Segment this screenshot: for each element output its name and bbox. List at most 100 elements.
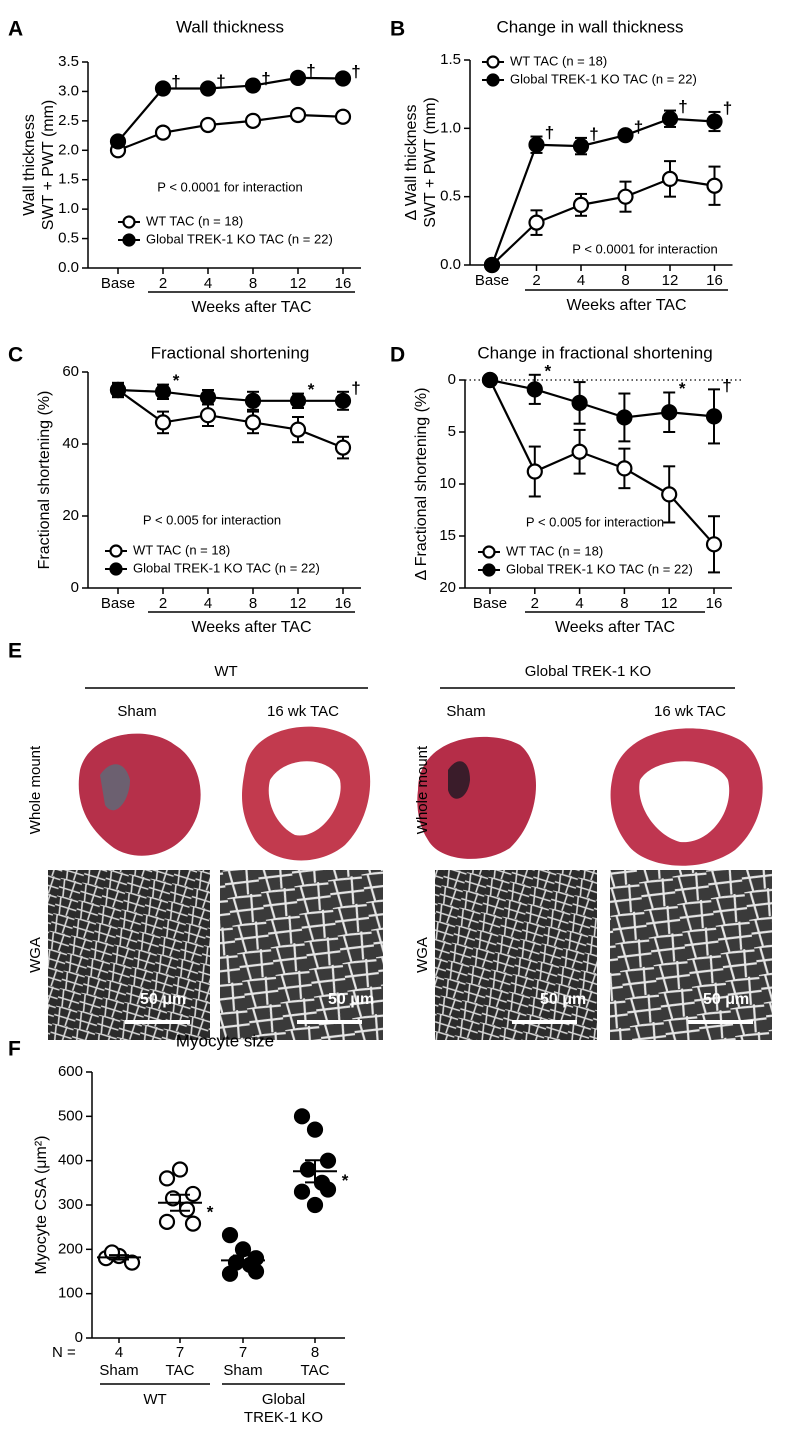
marker (481, 371, 499, 389)
x-tick-label: 8 (620, 595, 628, 612)
y-axis-label: Δ Wall thickness (403, 105, 420, 221)
marker (334, 108, 352, 125)
y-tick-label: 0 (448, 371, 456, 388)
significance: * (207, 1202, 214, 1221)
marker (289, 106, 307, 124)
row-label: WGA (27, 937, 44, 973)
significance: † (261, 69, 270, 88)
panel-e: E WT Global TREK-1 KO Sham 16 wk TAC Sha… (8, 640, 772, 1040)
x-tick-label: 4 (577, 272, 585, 289)
x-tick-label: TAC (301, 1362, 330, 1379)
series-line (489, 379, 715, 546)
marker (199, 116, 217, 134)
marker (247, 1263, 265, 1280)
marker (616, 460, 633, 477)
significance: * (679, 379, 686, 398)
marker (483, 256, 501, 274)
marker (528, 214, 545, 231)
marker (154, 383, 172, 400)
marker (306, 1121, 324, 1138)
marker (571, 443, 588, 460)
y-tick-label: 60 (62, 363, 79, 380)
x-tick-label: 4 (204, 275, 212, 292)
marker (244, 112, 262, 129)
marker (572, 196, 590, 213)
group-label: Global (262, 1391, 305, 1408)
marker (486, 55, 500, 69)
heart-cavity (100, 764, 130, 811)
marker (293, 1183, 311, 1200)
heart-image (78, 733, 201, 856)
marker (482, 545, 496, 559)
y-tick-label: 1.0 (58, 200, 79, 217)
annotation: P < 0.0001 for interaction (572, 241, 717, 256)
y-axis-label: Wall thickness (21, 114, 38, 216)
significance: * (173, 371, 180, 390)
y-axis-label: Myocyte CSA (μm²) (33, 1135, 50, 1274)
marker (319, 1181, 337, 1198)
significance: † (351, 62, 360, 81)
marker (184, 1215, 202, 1232)
significance: † (216, 71, 225, 90)
marker (171, 1161, 189, 1178)
x-tick-label: 12 (290, 275, 307, 292)
y-tick-label: 2.5 (58, 112, 79, 129)
marker (526, 463, 543, 480)
marker (706, 177, 723, 194)
group-title: WT (214, 663, 237, 680)
series-line (117, 113, 344, 152)
marker (705, 536, 723, 553)
marker (661, 486, 678, 503)
heart-cavity (268, 761, 341, 836)
legend-label: WT TAC (n = 18) (506, 543, 603, 558)
group-label: TREK-1 KO (244, 1409, 323, 1426)
row-label: WGA (414, 937, 431, 973)
significance: † (351, 378, 360, 397)
significance: † (678, 97, 687, 116)
group-label: WT (143, 1391, 166, 1408)
row-label: Whole mount (27, 745, 44, 834)
y-tick-label: 20 (439, 579, 456, 596)
x-tick-label: 2 (531, 595, 539, 612)
legend-label: Global TREK-1 KO TAC (n = 22) (133, 560, 320, 575)
marker (158, 1170, 176, 1187)
marker (199, 389, 217, 406)
marker (617, 127, 634, 144)
marker (109, 381, 127, 399)
n-value: 8 (311, 1344, 319, 1361)
legend-label: WT TAC (n = 18) (510, 53, 607, 68)
marker (289, 392, 307, 409)
x-axis-label: Weeks after TAC (191, 619, 311, 636)
x-tick-label: Base (473, 595, 507, 612)
significance: * (308, 380, 315, 399)
x-tick-label: 4 (204, 595, 212, 612)
marker (482, 563, 496, 577)
x-tick-label: 8 (249, 275, 257, 292)
legend-label: WT TAC (n = 18) (146, 213, 243, 228)
x-axis-label: Weeks after TAC (191, 299, 311, 316)
significance: * (342, 1171, 349, 1190)
panel-letter: D (390, 344, 405, 367)
x-tick-label: 2 (159, 275, 167, 292)
y-tick-label: 100 (58, 1285, 83, 1302)
significance: † (545, 123, 554, 142)
panel-letter: A (8, 18, 23, 41)
panel-letter: E (8, 640, 22, 663)
marker (158, 1213, 176, 1230)
x-axis-label: Weeks after TAC (555, 619, 675, 636)
y-tick-label: 15 (439, 527, 456, 544)
marker (199, 80, 217, 97)
legend-label: Global TREK-1 KO TAC (n = 22) (506, 561, 693, 576)
chart-title: Change in fractional shortening (477, 343, 712, 362)
marker (706, 113, 723, 130)
y-tick-label: 600 (58, 1063, 83, 1080)
chart-title: Wall thickness (176, 17, 284, 36)
marker (486, 73, 500, 87)
chart-title: Change in wall thickness (496, 17, 683, 36)
significance: * (544, 361, 551, 380)
significance: † (306, 61, 315, 80)
marker (293, 1108, 311, 1125)
wga-image (220, 870, 383, 1040)
y-tick-label: 1.5 (440, 51, 461, 68)
heart-cavity (448, 761, 470, 799)
